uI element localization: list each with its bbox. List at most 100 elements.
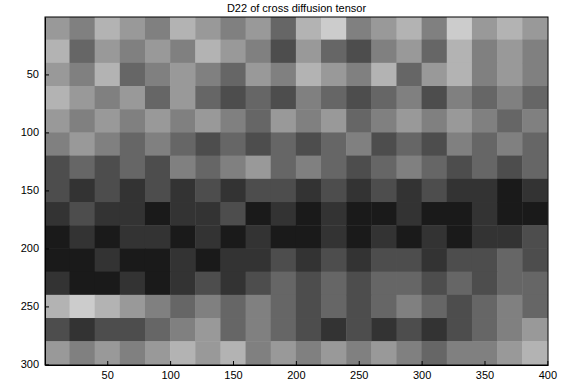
heatmap-cell <box>371 272 397 296</box>
heatmap-cell <box>447 40 473 64</box>
heatmap-cell <box>321 318 347 342</box>
heatmap-cell <box>497 63 523 87</box>
heatmap-cell <box>195 86 221 110</box>
heatmap-cell <box>195 63 221 87</box>
heatmap-cell <box>145 202 171 226</box>
heatmap-cell <box>497 40 523 64</box>
heatmap-cell <box>95 295 121 319</box>
heatmap-cell <box>422 295 448 319</box>
heatmap-cell <box>45 179 70 203</box>
heatmap-cell <box>296 63 322 87</box>
heatmap-cell <box>472 272 498 296</box>
heatmap-cell <box>321 295 347 319</box>
heatmap-cell <box>296 341 322 365</box>
x-tick-label: 400 <box>539 369 557 381</box>
heatmap-cell <box>371 17 397 40</box>
heatmap-cell <box>120 248 146 272</box>
heatmap-cell <box>497 225 523 249</box>
heatmap-cell <box>371 109 397 133</box>
heatmap-cell <box>472 225 498 249</box>
heatmap-cell <box>95 63 121 87</box>
heatmap-cell <box>296 248 322 272</box>
heatmap-cell <box>396 156 422 180</box>
heatmap-cell <box>45 109 70 133</box>
heatmap-cell <box>371 40 397 64</box>
heatmap-cell <box>120 17 146 40</box>
heatmap-cell <box>371 295 397 319</box>
heatmap-cell <box>95 272 121 296</box>
heatmap-cell <box>497 272 523 296</box>
heatmap-cell <box>396 248 422 272</box>
heatmap-cell <box>95 86 121 110</box>
y-tick-label: 200 <box>21 242 39 254</box>
heatmap-cell <box>220 40 246 64</box>
heatmap-cell <box>422 40 448 64</box>
heatmap-cell <box>170 132 196 156</box>
heatmap-cell <box>271 341 297 365</box>
heatmap-cell <box>145 318 171 342</box>
heatmap-cell <box>120 40 146 64</box>
y-tick-mark <box>45 190 49 191</box>
heatmap-cell <box>195 179 221 203</box>
heatmap-cell <box>422 86 448 110</box>
x-tick: 200 <box>287 361 305 381</box>
heatmap-cell <box>195 341 221 365</box>
heatmap-cell <box>371 202 397 226</box>
heatmap-cell <box>195 272 221 296</box>
heatmap-cell <box>95 341 121 365</box>
y-tick-mark <box>45 306 49 307</box>
heatmap-cell <box>296 272 322 296</box>
heatmap-cell <box>321 109 347 133</box>
heatmap-cell <box>371 341 397 365</box>
x-tick: 100 <box>161 361 179 381</box>
plot-area: 5010015020025030035040050100150200250300 <box>21 16 557 380</box>
heatmap-cell <box>296 295 322 319</box>
heatmap-cell <box>120 156 146 180</box>
heatmap-cell <box>447 202 473 226</box>
x-tick-mark <box>296 361 297 365</box>
x-tick: 300 <box>413 361 431 381</box>
y-tick-mark <box>45 248 49 249</box>
y-tick-label: 100 <box>21 126 39 138</box>
heatmap-cell <box>271 225 297 249</box>
heatmap-cell <box>447 17 473 40</box>
heatmap-cell <box>95 109 121 133</box>
heatmap-cell <box>522 202 548 226</box>
heatmap-cell <box>346 132 372 156</box>
heatmap-cell <box>447 86 473 110</box>
heatmap-cell <box>396 225 422 249</box>
heatmap-cell <box>120 295 146 319</box>
heatmap-cell <box>195 295 221 319</box>
heatmap-cell <box>522 272 548 296</box>
heatmap-cell <box>120 202 146 226</box>
heatmap-cell <box>45 40 70 64</box>
y-tick-label: 300 <box>21 358 39 370</box>
heatmap-cell <box>70 86 96 110</box>
heatmap-cell <box>246 40 272 64</box>
y-axis-line <box>45 18 46 366</box>
heatmap-cell <box>170 156 196 180</box>
heatmap-cell <box>70 156 96 180</box>
heatmap-cell <box>422 17 448 40</box>
y-tick: 50 <box>27 68 49 80</box>
heatmap-cell <box>246 86 272 110</box>
heatmap-cell <box>271 156 297 180</box>
heatmap-cell <box>422 132 448 156</box>
heatmap-cell <box>271 86 297 110</box>
heatmap-cell <box>422 202 448 226</box>
heatmap-cell <box>170 179 196 203</box>
heatmap-cell <box>170 40 196 64</box>
heatmap-cell <box>396 17 422 40</box>
heatmap-cell <box>497 341 523 365</box>
heatmap-cell <box>296 318 322 342</box>
heatmap-cell <box>522 318 548 342</box>
heatmap-cell <box>120 341 146 365</box>
x-tick: 150 <box>224 361 242 381</box>
heatmap-cell <box>522 341 548 365</box>
x-tick-label: 150 <box>224 369 242 381</box>
heatmap-cell <box>346 341 372 365</box>
heatmap-cell <box>45 318 70 342</box>
heatmap-cell <box>246 179 272 203</box>
heatmap-cell <box>271 63 297 87</box>
heatmap-cell <box>371 86 397 110</box>
